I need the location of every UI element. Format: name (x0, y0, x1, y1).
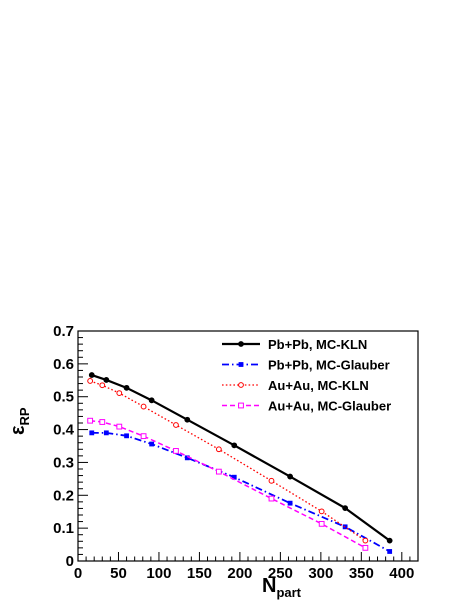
legend-marker (238, 402, 244, 409)
y-axis: 0 0.1 0.2 0.3 0.4 0.5 0.6 0.7 (53, 323, 88, 570)
x-tick-label: 50 (110, 565, 127, 582)
data-point (268, 495, 275, 502)
data-point (215, 468, 222, 475)
data-point (184, 455, 190, 461)
data-point (268, 477, 275, 484)
data-point (362, 537, 369, 544)
x-tick-label: 300 (308, 565, 333, 582)
data-point (116, 390, 123, 397)
y-tick-label: 0.1 (53, 520, 74, 537)
y-tick-label: 0.6 (53, 356, 74, 373)
data-point (99, 382, 106, 389)
data-point (103, 430, 109, 436)
y-tick-label: 0.4 (53, 422, 75, 439)
legend-entry: Au+Au, MC-KLN (222, 378, 369, 393)
legend-label: Au+Au, MC-KLN (268, 378, 369, 393)
data-point (148, 397, 155, 404)
data-point (87, 417, 94, 424)
data-point (116, 423, 123, 430)
legend-marker (238, 362, 244, 367)
data-point (231, 442, 238, 449)
y-tick-label: 0 (66, 553, 74, 570)
legend-label: Pb+Pb, MC-Glauber (268, 358, 390, 373)
legend-entry: Pb+Pb, MC-Glauber (222, 358, 390, 373)
data-point (173, 422, 179, 428)
series-1 (88, 372, 393, 544)
y-axis-label: εRP (7, 407, 32, 435)
data-point (387, 549, 393, 554)
data-point (88, 372, 95, 378)
series-line (89, 380, 366, 542)
data-point (149, 441, 155, 447)
x-tick-label: 350 (349, 565, 374, 582)
x-tick-label: 200 (227, 565, 252, 582)
legend-marker (238, 341, 244, 347)
data-point (342, 505, 349, 512)
data-point (318, 520, 325, 527)
series-line (91, 431, 391, 553)
x-axis: 0 50 100 150 200 250 300 350 400 (74, 552, 414, 582)
legend-label: Pb+Pb, MC-KLN (268, 337, 367, 352)
y-tick-label: 0.2 (53, 487, 74, 504)
legend-label: Au+Au, MC-Glauber (268, 399, 391, 414)
data-point (123, 384, 130, 391)
data-point (124, 433, 129, 439)
data-point (89, 430, 95, 436)
data-point (140, 403, 147, 410)
legend: Pb+Pb, MC-KLN Pb+Pb, MC-Glauber Au+Au, MC-… (222, 337, 391, 414)
series-3 (87, 378, 369, 544)
data-point (99, 419, 106, 425)
x-tick-label: 150 (187, 565, 212, 582)
y-tick-label: 0.5 (53, 389, 74, 406)
legend-entry: Pb+Pb, MC-KLN (222, 337, 367, 352)
data-point (103, 377, 110, 383)
x-tick-label: 0 (74, 565, 82, 582)
data-point (215, 446, 222, 453)
data-point (287, 473, 293, 480)
x-tick-label: 400 (389, 565, 414, 582)
data-point (231, 474, 237, 480)
data-point (140, 433, 147, 440)
data-point (386, 537, 393, 544)
x-tick-label: 250 (268, 565, 293, 582)
data-point (87, 378, 94, 384)
series-layer (87, 372, 393, 554)
data-point (287, 500, 293, 506)
legend-entry: Au+Au, MC-Glauber (222, 399, 391, 414)
data-point (362, 544, 369, 551)
legend-marker (238, 382, 244, 388)
data-point (184, 416, 191, 423)
data-point (318, 508, 325, 515)
data-point (173, 448, 179, 454)
x-tick-label: 100 (146, 565, 171, 582)
y-tick-label: 0.7 (53, 323, 74, 340)
y-tick-label: 0.3 (53, 454, 74, 471)
x-axis-label: Npart (262, 575, 302, 600)
series-4 (87, 417, 369, 551)
